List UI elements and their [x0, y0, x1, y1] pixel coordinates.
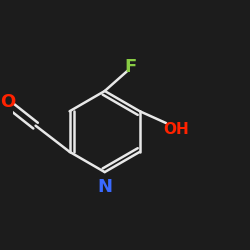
Text: O: O [0, 93, 16, 111]
Text: N: N [97, 178, 112, 196]
Text: F: F [125, 58, 137, 76]
Text: OH: OH [164, 122, 189, 137]
